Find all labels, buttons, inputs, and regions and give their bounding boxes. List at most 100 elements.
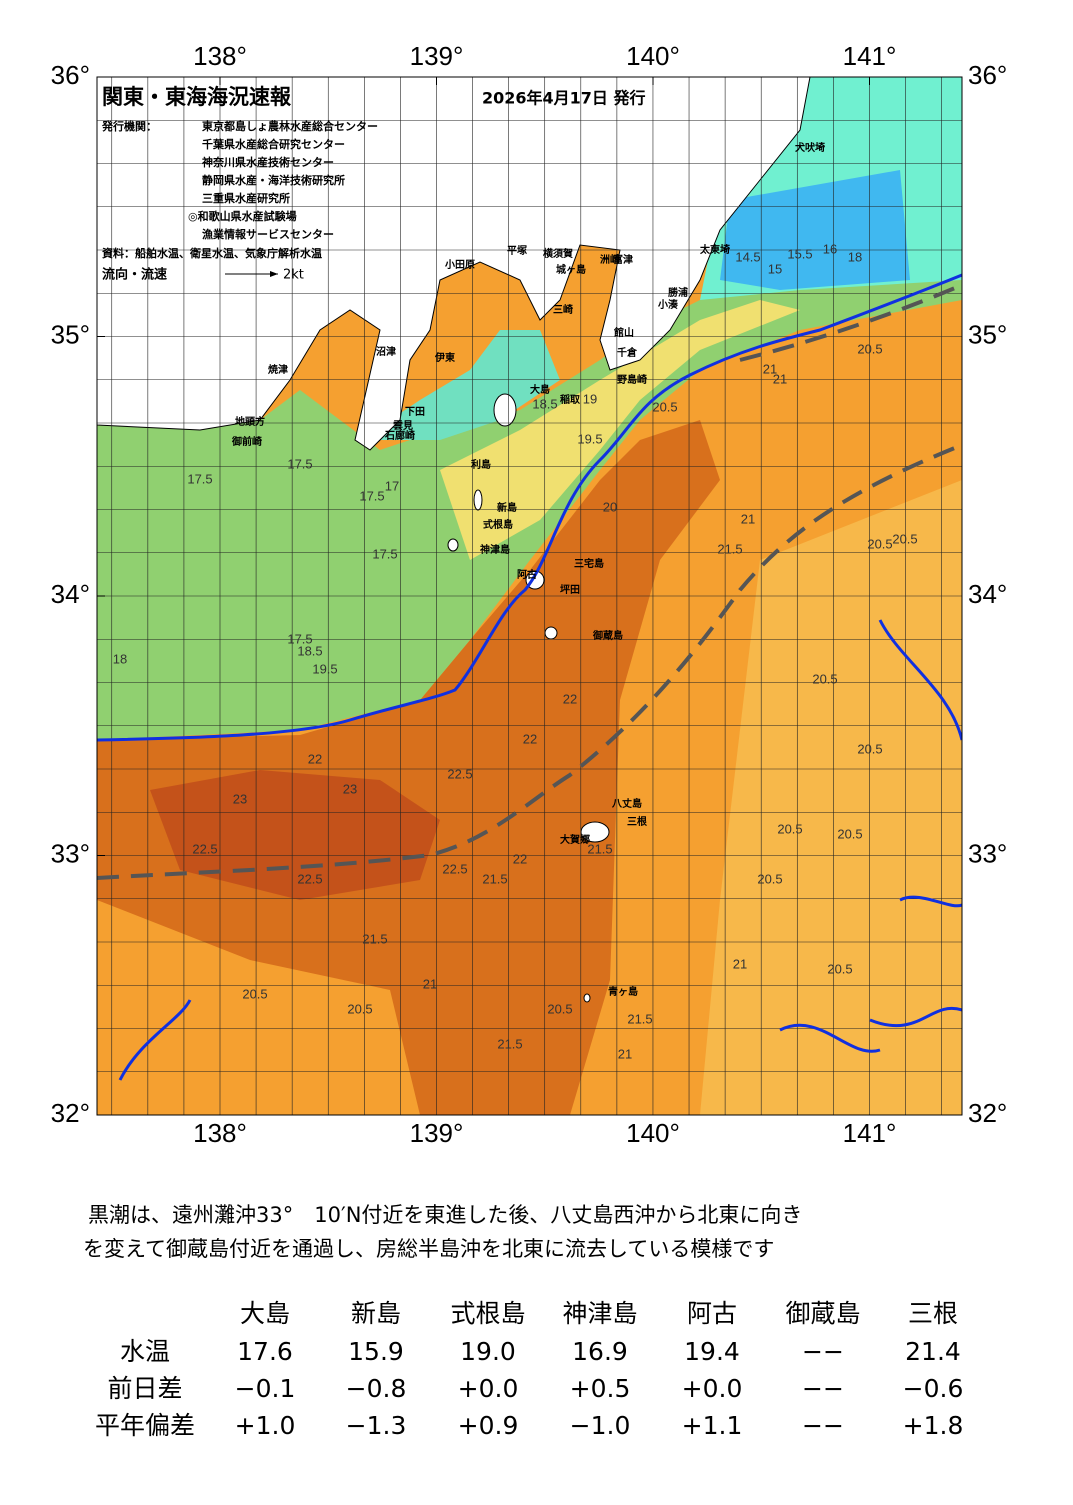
contour-label: 17.5 <box>187 471 212 486</box>
column-header: 式根島 <box>450 1299 525 1328</box>
lat-label: 32° <box>51 1098 90 1128</box>
place-name: 新島 <box>497 501 517 514</box>
place-name: 勝浦 <box>668 286 688 299</box>
place-name: 御前崎 <box>231 435 262 448</box>
place-name: 地頭方 <box>235 415 265 428</box>
column-header: 御蔵島 <box>785 1299 860 1328</box>
island <box>583 993 591 1003</box>
contour-label: 19 <box>583 391 597 406</box>
contour-label: 18 <box>113 651 127 666</box>
contour-label: 21.5 <box>587 841 612 856</box>
contour-label: 17.5 <box>359 488 384 503</box>
contour-label: 21.5 <box>717 541 742 556</box>
contour-label: 20.5 <box>347 1001 372 1016</box>
comment-line: を変えて御蔵島付近を通過し、房総半島沖を北東に流去している模様です <box>83 1237 774 1261</box>
lat-label: 33° <box>51 838 90 868</box>
place-name: 野島崎 <box>617 373 647 386</box>
contour-label: 15 <box>768 261 782 276</box>
cell: −− <box>802 1411 844 1440</box>
lon-label: 140° <box>626 41 680 71</box>
legend-label: 流向・流速 <box>102 267 167 283</box>
place-name: 御蔵島 <box>592 629 623 642</box>
lat-label: 35° <box>51 319 90 349</box>
place-name: 利島 <box>471 458 491 471</box>
lon-label: 138° <box>193 41 247 71</box>
place-name: 太東埼 <box>699 243 730 256</box>
contour-label: 20.5 <box>827 961 852 976</box>
lat-label: 36° <box>968 60 1007 90</box>
contour-label: 20.5 <box>867 536 892 551</box>
issuer: 三重県水産研究所 <box>202 191 290 205</box>
place-name: 三崎 <box>553 303 573 316</box>
contour-label: 23 <box>343 781 357 796</box>
contour-label: 21.5 <box>497 1036 522 1051</box>
issuer: 神奈川県水産技術センター <box>202 155 334 169</box>
contour-label: 20.5 <box>892 531 917 546</box>
issuer: ◎和歌山県水産試験場 <box>188 209 297 223</box>
cell: 21.4 <box>905 1337 961 1366</box>
lat-label: 36° <box>51 60 90 90</box>
place-name: 大島 <box>530 383 550 396</box>
place-name: 小湊 <box>657 298 679 311</box>
cell: 19.4 <box>684 1337 740 1366</box>
contour-label: 22.5 <box>447 766 472 781</box>
cell: −0.6 <box>903 1374 964 1403</box>
contour-label: 21.5 <box>482 871 507 886</box>
contour-label: 21 <box>773 371 787 386</box>
place-name: 館山 <box>613 326 634 339</box>
place-name: 三宅島 <box>574 557 604 570</box>
contour-label: 20.5 <box>837 826 862 841</box>
contour-label: 20.5 <box>812 671 837 686</box>
source: 資料：船舶水温、衛星水温、気象庁解析水温 <box>102 246 322 260</box>
lat-label: 32° <box>968 1098 1007 1128</box>
contour-label: 22.5 <box>297 871 322 886</box>
lat-label: 34° <box>968 579 1007 609</box>
place-name: 八丈島 <box>611 797 642 810</box>
place-name: 洲崎 <box>600 253 620 266</box>
cell: 17.6 <box>237 1337 293 1366</box>
contour-label: 21 <box>618 1046 632 1061</box>
cell: 16.9 <box>572 1337 628 1366</box>
column-header: 神津島 <box>562 1299 637 1328</box>
cell: +0.0 <box>458 1374 519 1403</box>
land <box>97 77 811 451</box>
place-name: 坪田 <box>560 583 580 596</box>
place-name: 小田原 <box>444 258 475 271</box>
contour-label: 21.5 <box>627 1011 652 1026</box>
cell: −0.1 <box>235 1374 296 1403</box>
lon-label: 139° <box>410 1118 464 1148</box>
water-20 <box>700 480 962 1115</box>
contour-label: 21 <box>763 361 777 376</box>
kuroshio-axis <box>97 273 962 742</box>
place-name: 横須賀 <box>543 247 573 260</box>
hot-core <box>150 770 440 900</box>
issuer-label: 発行機関： <box>101 119 157 133</box>
contour-label: 22.5 <box>192 841 217 856</box>
contour-label: 20.5 <box>652 399 677 414</box>
island <box>493 393 517 427</box>
contour-label: 22 <box>523 731 537 746</box>
cold-core <box>720 170 910 290</box>
lat-label: 34° <box>51 579 90 609</box>
place-name: 大賀郷 <box>560 833 590 846</box>
row-header: 前日差 <box>107 1374 182 1403</box>
contour-label: 14.5 <box>735 249 760 264</box>
cell: +0.0 <box>682 1374 743 1403</box>
contour-label: 18 <box>848 249 862 264</box>
place-name: 千倉 <box>617 346 638 359</box>
cell: +0.5 <box>570 1374 631 1403</box>
row-header: 水温 <box>120 1337 170 1366</box>
contour-label: 22.5 <box>442 861 467 876</box>
lon-label: 141° <box>843 1118 897 1148</box>
issuers: 東京都島しょ農林水産総合センター千葉県水産総合研究センター神奈川県水産技術センタ… <box>188 119 378 241</box>
current-contour <box>118 619 962 1081</box>
contour-label: 21.5 <box>362 931 387 946</box>
island <box>447 538 459 552</box>
contour-label: 20.5 <box>547 1001 572 1016</box>
mean-path <box>739 283 962 362</box>
contour-label: 21 <box>741 511 755 526</box>
